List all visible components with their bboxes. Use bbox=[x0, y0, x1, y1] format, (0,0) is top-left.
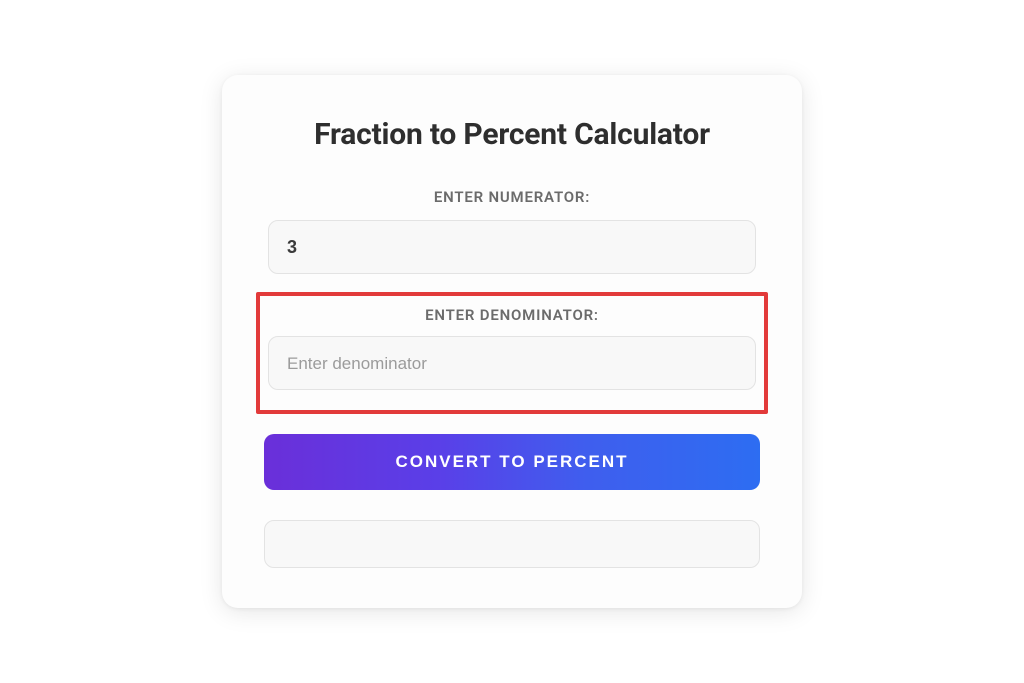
page-title: Fraction to Percent Calculator bbox=[264, 117, 760, 152]
numerator-label: ENTER NUMERATOR: bbox=[268, 188, 756, 206]
calculator-card: Fraction to Percent Calculator ENTER NUM… bbox=[222, 75, 802, 608]
numerator-group: ENTER NUMERATOR: bbox=[264, 182, 760, 284]
numerator-input[interactable] bbox=[268, 220, 756, 274]
denominator-input[interactable] bbox=[268, 336, 756, 390]
result-output bbox=[264, 520, 760, 568]
convert-button[interactable]: CONVERT TO PERCENT bbox=[264, 434, 760, 490]
denominator-highlight: ENTER DENOMINATOR: bbox=[256, 292, 768, 414]
denominator-label: ENTER DENOMINATOR: bbox=[268, 306, 756, 324]
